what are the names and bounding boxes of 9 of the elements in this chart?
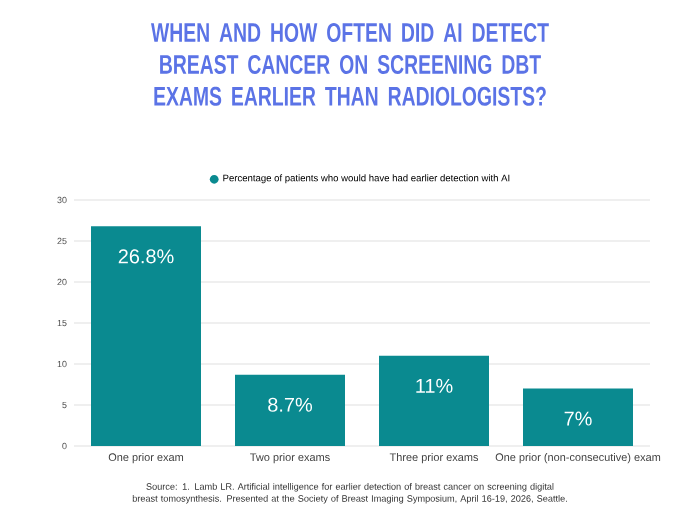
data-label: 26.8% xyxy=(118,249,174,264)
chart-title: WHEN AND HOW OFTEN DID AI DETECT BREAST CANCER ON SCREENING DBT EXAMS EARLIER THAN RADIOLOGISTS? xyxy=(151,23,549,106)
bar xyxy=(379,355,489,446)
data-label: 11% xyxy=(416,378,453,393)
bar xyxy=(235,374,345,446)
data-label: 8.7% xyxy=(268,397,313,412)
bar xyxy=(91,226,201,446)
data-label: 7% xyxy=(564,411,592,426)
bar xyxy=(523,388,633,446)
